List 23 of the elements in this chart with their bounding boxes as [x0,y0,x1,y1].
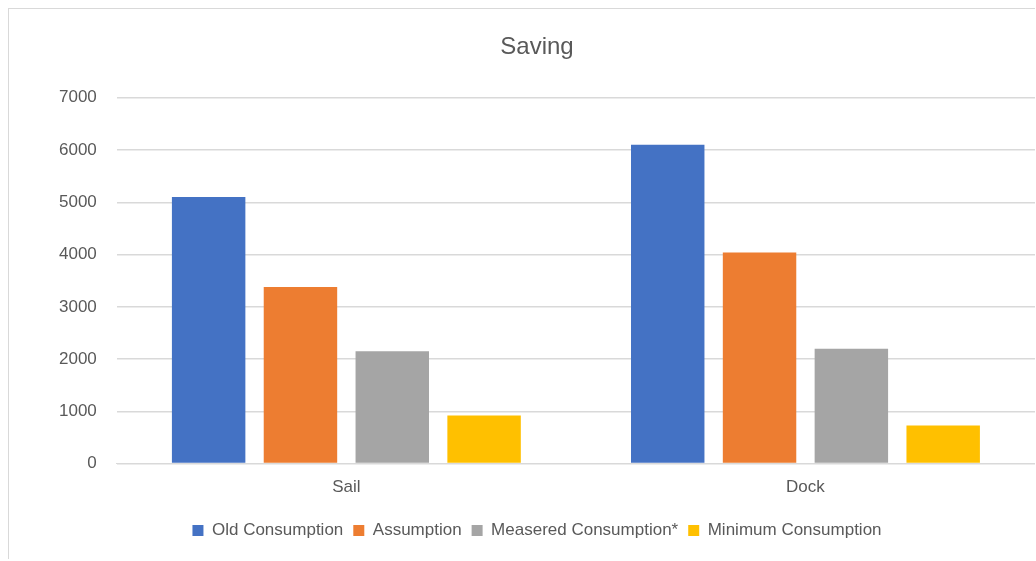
y-tick-label: 6000 [58,139,97,159]
y-tick-label: 3000 [58,296,97,316]
x-tick-label: Dock [786,477,826,497]
bar [263,286,338,463]
legend-label: Measered Consumption* [491,520,679,540]
bar [631,144,705,463]
bar [906,425,980,463]
bar [814,348,889,463]
legend-label: Minimum Consumption [707,520,882,540]
bar [722,252,797,463]
x-tick-label: Sail [332,477,361,497]
bar [447,415,521,463]
y-tick-label: 5000 [58,192,97,211]
legend-label: Old Consumption [211,520,344,540]
y-tick-label: 2000 [58,348,97,368]
bar [355,351,429,463]
chart-title: Saving [500,32,574,60]
y-tick-label: 1000 [58,401,97,421]
y-tick-label: 0 [87,453,97,473]
y-tick-label: 4000 [58,244,97,264]
y-tick-label: 7000 [58,87,97,107]
legend-label: Assumption [372,520,462,540]
bar [171,197,246,463]
